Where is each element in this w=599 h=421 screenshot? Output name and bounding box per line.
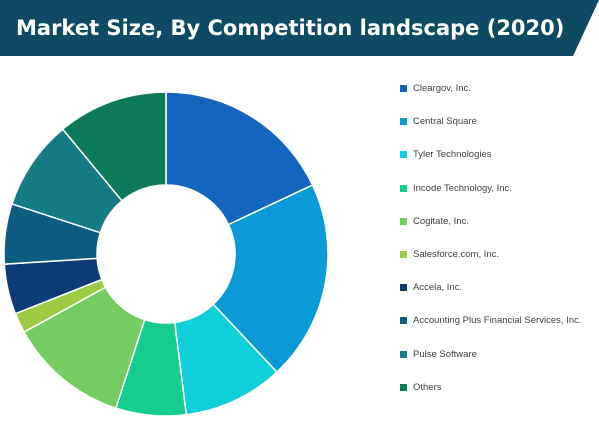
legend-swatch [400, 150, 407, 158]
legend-swatch [400, 184, 407, 192]
legend-swatch [400, 84, 407, 92]
legend-swatch [400, 217, 407, 225]
legend-swatch [400, 250, 407, 258]
legend-label: Accounting Plus Financial Services, Inc. [413, 314, 582, 326]
legend-item: Accounting Plus Financial Services, Inc. [400, 312, 581, 328]
legend-label: Others [413, 381, 442, 393]
legend-label: Incode Technology, Inc. [413, 182, 512, 194]
legend-label: Cleargov, Inc. [413, 82, 471, 94]
legend-label: Accela, Inc. [413, 281, 463, 293]
legend-item: Others [400, 379, 442, 395]
title-banner [0, 0, 599, 56]
chart-title: Market Size, By Competition landscape (2… [16, 16, 565, 40]
legend-label: Cogitate, Inc. [413, 215, 469, 227]
legend-item: Pulse Software [400, 346, 477, 362]
legend-swatch [400, 117, 407, 125]
legend-item: Cogitate, Inc. [400, 213, 469, 229]
donut-chart [3, 91, 329, 417]
legend-item: Tyler Technologies [400, 146, 492, 162]
donut-slice-cleargov-inc [165, 91, 314, 226]
legend-label: Pulse Software [413, 348, 477, 360]
donut-slice-central-square [212, 184, 329, 374]
legend-item: Incode Technology, Inc. [400, 180, 512, 196]
legend-item: Central Square [400, 113, 477, 129]
legend-swatch [400, 283, 407, 291]
legend-item: Salesforce.com, Inc. [400, 246, 499, 262]
title-banner-shape [0, 0, 599, 56]
legend-item: Accela, Inc. [400, 279, 462, 295]
donut-slice-others [61, 91, 167, 202]
legend-swatch [400, 383, 407, 391]
chart-legend: Cleargov, Inc. Central Square Tyler Techno… [400, 80, 599, 410]
legend-label: Salesforce.com, Inc. [413, 248, 500, 260]
legend-label: Central Square [413, 115, 477, 127]
legend-item: Cleargov, Inc. [400, 80, 471, 96]
legend-swatch [400, 316, 407, 324]
legend-label: Tyler Technologies [413, 148, 492, 160]
legend-swatch [400, 350, 407, 358]
